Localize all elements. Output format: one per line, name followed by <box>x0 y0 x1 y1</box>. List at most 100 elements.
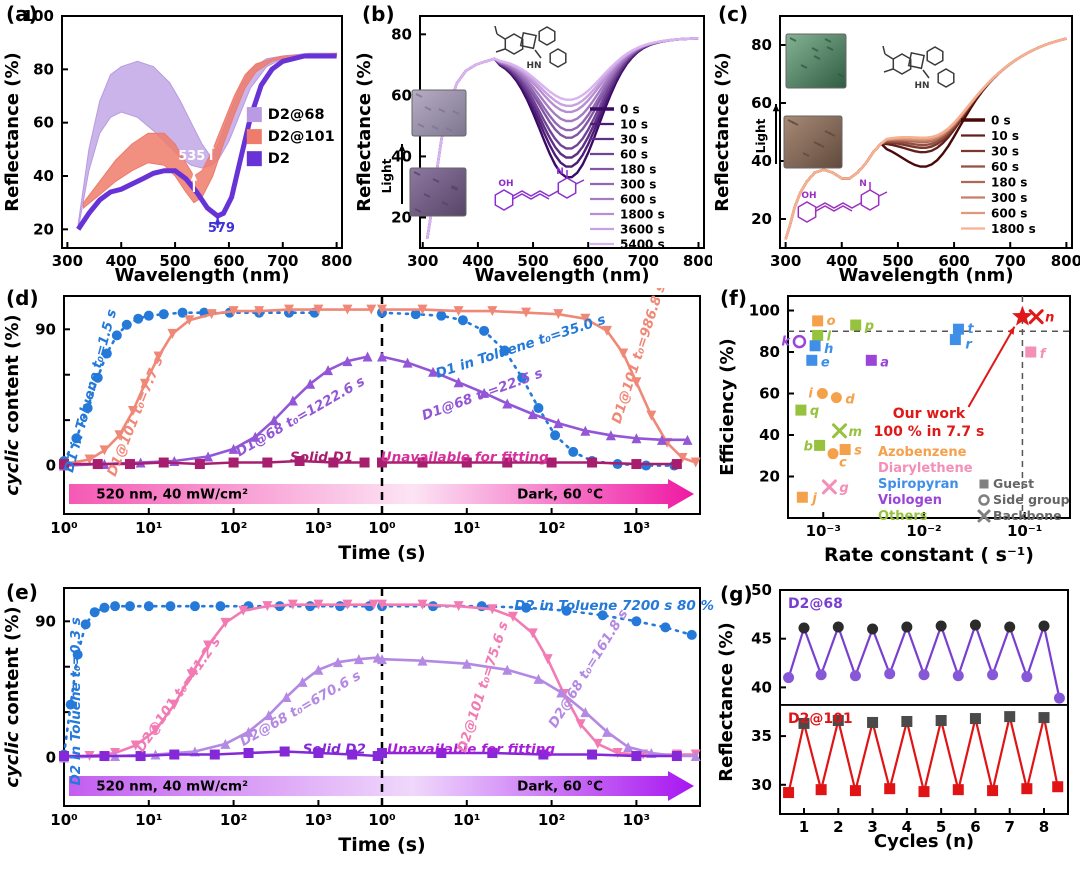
svg-text:6: 6 <box>970 818 980 836</box>
svg-text:Time (s): Time (s) <box>338 542 425 564</box>
panel-e-chart: 0 90 10⁰ 10¹ 10² 10³ 10⁰ 10¹ 10² 10³ 520 nm, 40 mW… <box>2 587 714 856</box>
panel-label-f: (f) <box>720 286 747 310</box>
svg-text:c: c <box>839 456 847 471</box>
svg-text:1800 s: 1800 s <box>991 222 1036 236</box>
svg-text:60: 60 <box>751 94 772 112</box>
svg-text:D2 in Toluene 7200 s 80 %: D2 in Toluene 7200 s 80 % <box>514 598 714 614</box>
svg-text:45: 45 <box>751 630 772 648</box>
svg-text:3600 s: 3600 s <box>620 223 665 237</box>
panel-f-chart: 20 40 60 80 100 10⁻³ 10⁻² 10⁻¹ ol k he p a tr f i d q m b cs… <box>717 295 1071 566</box>
svg-text:Light: Light <box>754 118 768 153</box>
svg-text:20: 20 <box>391 208 412 226</box>
svg-text:D2 in Toluene t₀=0.3 s: D2 in Toluene t₀=0.3 s <box>68 617 84 785</box>
legend-swatch <box>246 107 262 123</box>
svg-text:7: 7 <box>1004 818 1014 836</box>
svg-text:80: 80 <box>391 25 412 43</box>
crystal-photo <box>783 115 843 169</box>
panel-c: 300 400 500 600 700 800 20 40 60 80 Wavelength (nm… <box>712 4 1080 284</box>
svg-text:j: j <box>810 491 817 506</box>
svg-text:600: 600 <box>573 252 604 270</box>
svg-text:35: 35 <box>751 727 772 745</box>
svg-text:Azobenzene: Azobenzene <box>878 445 967 460</box>
svg-text:Solid D1: Solid D1 <box>290 450 353 466</box>
svg-text:D2@101 t₀=75.6 s: D2@101 t₀=75.6 s <box>454 620 511 755</box>
svg-text:700: 700 <box>267 252 298 270</box>
svg-text:Others: Others <box>878 509 928 524</box>
series-D2@68 <box>787 621 1061 699</box>
panel-label-d: (d) <box>6 286 39 310</box>
svg-text:HN: HN <box>914 81 929 91</box>
svg-text:Reflectance (%): Reflectance (%) <box>354 52 375 212</box>
svg-text:b: b <box>804 439 813 454</box>
series-D2@101 <box>62 603 376 759</box>
svg-text:Reflectance (%): Reflectance (%) <box>716 622 737 782</box>
svg-text:Dark, 60 °C: Dark, 60 °C <box>517 779 603 795</box>
panel-e: 0 90 10⁰ 10¹ 10² 10³ 10⁰ 10¹ 10² 10³ 520 nm, 40 mW… <box>2 582 714 870</box>
svg-text:10³: 10³ <box>305 811 332 829</box>
series-D1@101 <box>62 308 373 466</box>
svg-text:30 s: 30 s <box>620 133 648 147</box>
svg-text:D2@68: D2@68 <box>788 596 843 612</box>
svg-text:0: 0 <box>46 457 56 475</box>
svg-text:600 s: 600 s <box>620 193 656 207</box>
svg-text:t: t <box>967 322 974 337</box>
svg-text:60 s: 60 s <box>620 148 648 162</box>
svg-text:10⁻¹: 10⁻¹ <box>1007 522 1042 540</box>
svg-text:300 s: 300 s <box>991 191 1027 205</box>
svg-text:10²: 10² <box>220 519 247 537</box>
svg-text:300: 300 <box>770 252 801 270</box>
svg-text:20: 20 <box>751 210 772 228</box>
svg-text:10⁰: 10⁰ <box>50 811 77 829</box>
svg-text:p: p <box>864 319 874 334</box>
svg-text:s: s <box>854 444 862 459</box>
svg-text:3: 3 <box>867 818 877 836</box>
svg-text:D2@101: D2@101 <box>268 129 335 145</box>
svg-text:cyclic content (%): cyclic content (%) <box>2 606 23 787</box>
molecule-structure-closed <box>882 45 955 88</box>
svg-text:f: f <box>1040 347 1048 362</box>
panel-c-chart: 300 400 500 600 700 800 20 40 60 80 Wavelength (nm… <box>712 15 1080 284</box>
svg-text:Wavelength (nm): Wavelength (nm) <box>838 265 1013 284</box>
svg-text:D1 in Toluene t₀=1.5 s: D1 in Toluene t₀=1.5 s <box>61 308 120 475</box>
svg-text:400: 400 <box>106 252 137 270</box>
legend-swatch <box>246 129 262 145</box>
svg-text:300 s: 300 s <box>620 178 656 192</box>
svg-text:Backbone: Backbone <box>993 508 1062 523</box>
svg-text:D2@68 t₀=670.6 s: D2@68 t₀=670.6 s <box>237 668 363 750</box>
svg-text:1: 1 <box>799 818 809 836</box>
svg-text:Rate constant ( s⁻¹): Rate constant ( s⁻¹) <box>824 544 1034 566</box>
crystal-photo <box>409 167 467 217</box>
svg-text:80: 80 <box>759 343 780 361</box>
svg-text:10³: 10³ <box>623 811 650 829</box>
molecule-structure-open <box>494 170 585 211</box>
svg-text:50: 50 <box>751 582 772 599</box>
svg-text:5400 s: 5400 s <box>620 238 665 252</box>
svg-text:q: q <box>810 404 819 419</box>
svg-text:0 s: 0 s <box>620 103 640 117</box>
svg-text:180 s: 180 s <box>620 163 656 177</box>
svg-text:D1@68 t₀=1222.6 s: D1@68 t₀=1222.6 s <box>233 373 368 460</box>
svg-text:Dark, 60 °C: Dark, 60 °C <box>517 487 603 503</box>
svg-text:10¹: 10¹ <box>135 519 162 537</box>
svg-text:r: r <box>965 338 973 353</box>
svg-text:D2@68 t₀=161.8 s: D2@68 t₀=161.8 s <box>545 607 631 731</box>
series-5400 s <box>426 37 699 239</box>
svg-text:10⁻³: 10⁻³ <box>806 522 841 540</box>
svg-text:800: 800 <box>321 252 352 270</box>
legend-swatch <box>246 151 262 167</box>
svg-text:400: 400 <box>462 252 493 270</box>
svg-text:40: 40 <box>33 167 54 185</box>
svg-text:100: 100 <box>749 302 780 320</box>
svg-text:Unavailable for fitting: Unavailable for fitting <box>381 450 549 466</box>
svg-text:n: n <box>1045 311 1054 326</box>
panel-label-a: (a) <box>6 2 38 26</box>
svg-text:Reflectance (%): Reflectance (%) <box>2 52 23 212</box>
svg-text:10³: 10³ <box>623 519 650 537</box>
panel-label-e: (e) <box>6 580 38 604</box>
svg-text:100: 100 <box>23 7 54 25</box>
svg-text:60: 60 <box>391 86 412 104</box>
series-D2@68 <box>380 657 697 758</box>
crystal-photo <box>411 89 467 137</box>
